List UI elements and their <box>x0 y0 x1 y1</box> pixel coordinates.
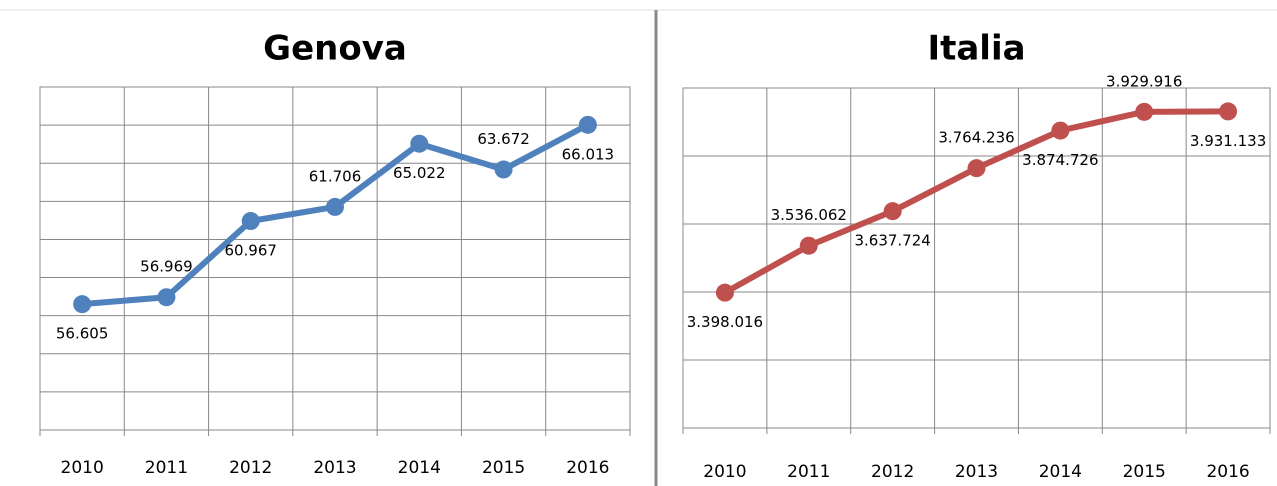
data-label: 63.672 <box>477 130 530 148</box>
data-label: 56.969 <box>140 258 193 276</box>
data-label: 3.398.016 <box>687 313 763 331</box>
x-tick-label: 2011 <box>145 458 188 478</box>
point <box>157 288 176 307</box>
x-tick-label: 2015 <box>1123 462 1166 482</box>
x-tick-label: 2016 <box>1206 462 1249 482</box>
point <box>1219 102 1238 121</box>
x-tick-label: 2010 <box>61 458 104 478</box>
data-label: 3.536.062 <box>771 206 847 224</box>
point <box>799 236 818 255</box>
data-label: 60.967 <box>224 242 277 260</box>
x-tick-label: 2012 <box>229 458 272 478</box>
point <box>1051 121 1070 140</box>
plot-frame <box>39 86 631 431</box>
x-tick-label: 2013 <box>313 458 356 478</box>
point <box>73 295 92 314</box>
x-tick-label: 2010 <box>703 462 746 482</box>
data-label: 66.013 <box>562 145 615 163</box>
x-tick-label: 2014 <box>1039 462 1082 482</box>
point <box>715 283 734 302</box>
point <box>241 212 260 231</box>
data-label: 56.605 <box>56 325 109 343</box>
point <box>1135 102 1154 121</box>
point <box>883 202 902 221</box>
point <box>578 115 597 134</box>
point <box>326 197 344 216</box>
point <box>410 134 429 153</box>
data-label: 3.929.916 <box>1106 72 1182 90</box>
x-tick-label: 2013 <box>955 462 998 482</box>
data-label: 3.764.236 <box>938 129 1014 147</box>
point <box>967 159 986 178</box>
data-label: 3.874.726 <box>1022 151 1098 169</box>
x-tick-label: 2016 <box>566 458 609 478</box>
x-tick-label: 2011 <box>787 462 830 482</box>
chart-title: Genova <box>263 29 407 69</box>
data-label: 61.706 <box>309 167 362 185</box>
data-label: 65.022 <box>393 164 446 182</box>
data-label: 3.637.724 <box>854 232 930 250</box>
x-tick-label: 2014 <box>398 458 441 478</box>
chart-title: Italia <box>927 29 1025 69</box>
data-label: 3.931.133 <box>1190 132 1266 150</box>
x-tick-label: 2012 <box>871 462 914 482</box>
point <box>494 160 513 179</box>
x-tick-label: 2015 <box>482 458 525 478</box>
